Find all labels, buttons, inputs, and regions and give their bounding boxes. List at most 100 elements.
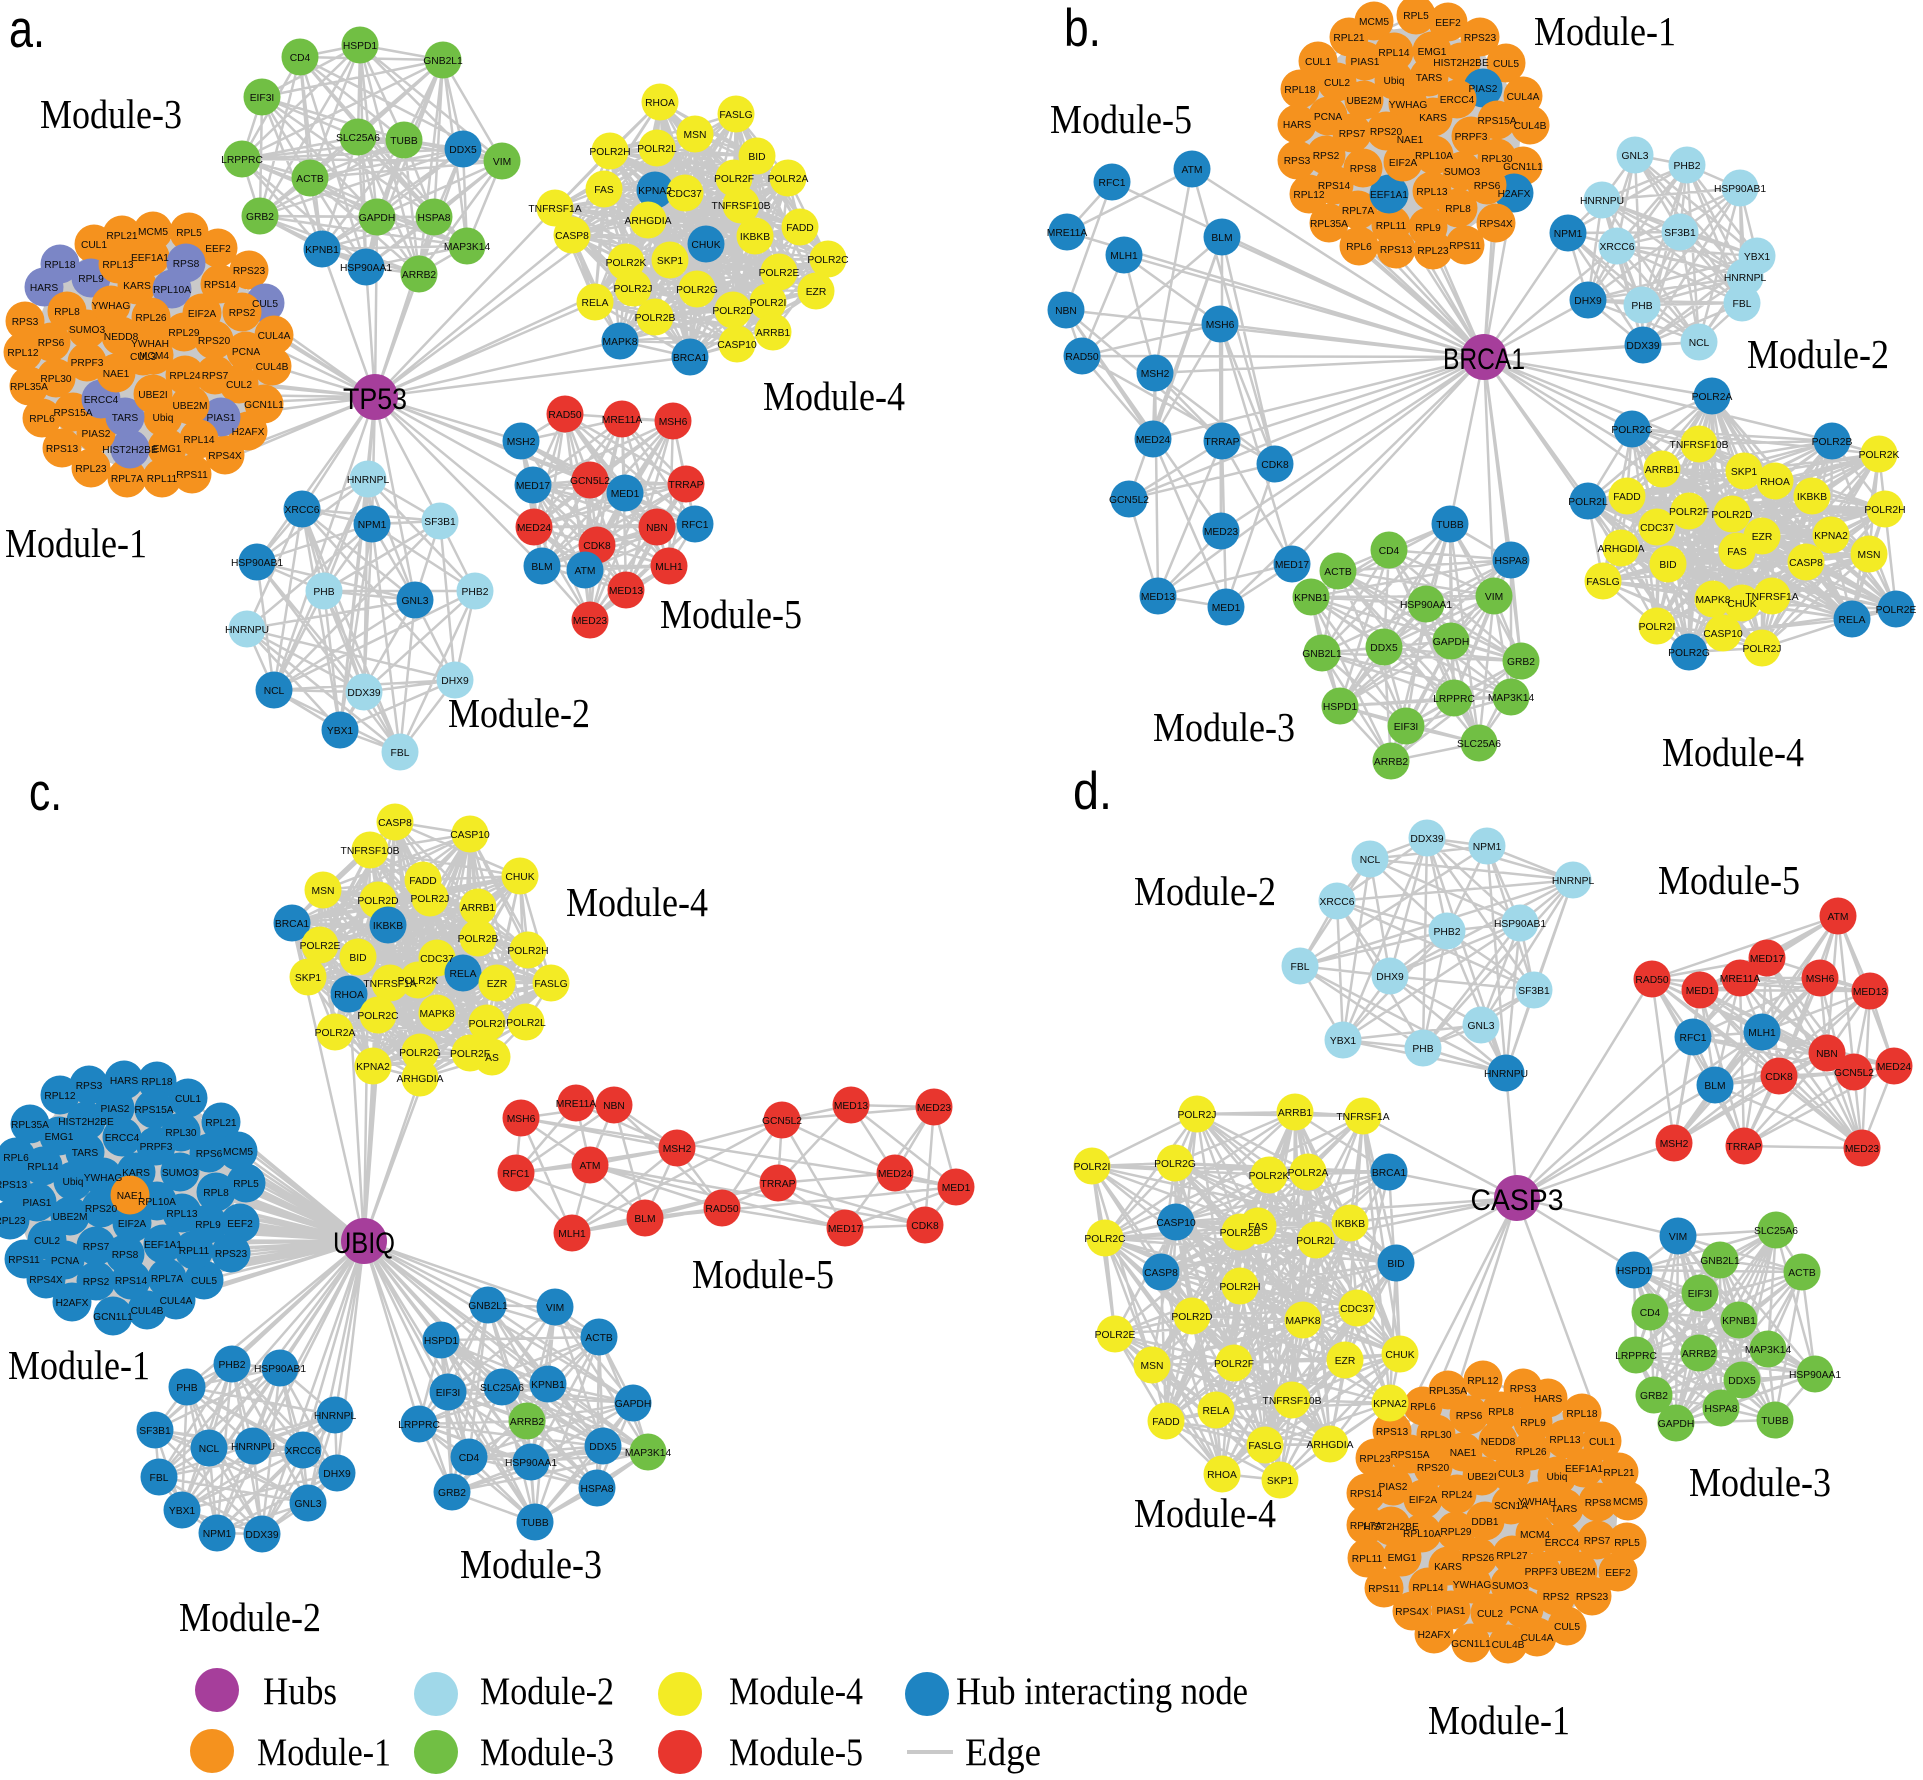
svg-text:MCM5: MCM5 xyxy=(138,227,168,238)
svg-text:HSP90AA1: HSP90AA1 xyxy=(340,263,392,274)
svg-text:RFC1: RFC1 xyxy=(1680,1033,1707,1044)
svg-text:RPL24: RPL24 xyxy=(169,371,200,382)
svg-text:RPS11: RPS11 xyxy=(176,470,208,481)
svg-text:PCNA: PCNA xyxy=(232,347,261,358)
svg-text:RPL11: RPL11 xyxy=(147,474,178,485)
svg-text:RPL35A: RPL35A xyxy=(10,382,48,393)
svg-text:POLR2D: POLR2D xyxy=(357,896,398,907)
svg-text:KPNB1: KPNB1 xyxy=(305,245,339,256)
svg-text:HARS: HARS xyxy=(1283,120,1312,131)
svg-text:CUL2: CUL2 xyxy=(1324,78,1350,89)
svg-text:MED17: MED17 xyxy=(1750,954,1785,965)
svg-text:CASP10: CASP10 xyxy=(1156,1218,1196,1229)
svg-text:Module-1: Module-1 xyxy=(1534,8,1676,54)
svg-text:MSN: MSN xyxy=(684,130,707,141)
svg-text:RPS20: RPS20 xyxy=(1417,1463,1450,1474)
svg-text:ARRB1: ARRB1 xyxy=(756,328,791,339)
svg-text:Module-3: Module-3 xyxy=(40,91,182,137)
svg-text:PIAS2: PIAS2 xyxy=(1469,84,1498,95)
svg-text:GCN5L2: GCN5L2 xyxy=(762,1116,802,1127)
svg-text:TARS: TARS xyxy=(112,413,139,424)
svg-text:POLR2C: POLR2C xyxy=(1611,425,1653,436)
svg-text:VIM: VIM xyxy=(1485,592,1503,603)
svg-text:MSH6: MSH6 xyxy=(659,417,688,428)
svg-text:POLR2H: POLR2H xyxy=(589,147,630,158)
svg-text:POLR2K: POLR2K xyxy=(1859,450,1900,461)
svg-text:MRE11A: MRE11A xyxy=(1720,974,1761,985)
svg-text:SKP1: SKP1 xyxy=(1267,1476,1294,1487)
svg-text:HARS: HARS xyxy=(30,283,59,294)
svg-text:KPNA2: KPNA2 xyxy=(1814,531,1848,542)
svg-text:SLC25A6: SLC25A6 xyxy=(1754,1226,1798,1237)
svg-text:RAD50: RAD50 xyxy=(1635,975,1668,986)
svg-text:YWHAH: YWHAH xyxy=(131,339,169,350)
svg-text:MSH2: MSH2 xyxy=(507,437,536,448)
svg-text:Ubiq: Ubiq xyxy=(1547,1472,1568,1483)
svg-text:Ubiq: Ubiq xyxy=(1384,76,1405,87)
svg-text:CASP8: CASP8 xyxy=(378,818,412,829)
svg-text:RPS15A: RPS15A xyxy=(1477,116,1516,127)
svg-text:MED24: MED24 xyxy=(1877,1062,1912,1073)
svg-text:GAPDH: GAPDH xyxy=(359,213,396,224)
svg-text:KARS: KARS xyxy=(122,1168,150,1179)
svg-text:FBL: FBL xyxy=(1291,962,1310,973)
svg-text:NPM1: NPM1 xyxy=(358,520,387,531)
svg-text:b.: b. xyxy=(1064,0,1101,58)
svg-text:POLR2A: POLR2A xyxy=(315,1028,356,1039)
svg-text:RPS2: RPS2 xyxy=(1543,1592,1570,1603)
svg-text:RPS14: RPS14 xyxy=(204,280,237,291)
svg-text:EIF2A: EIF2A xyxy=(118,1219,147,1230)
svg-text:CUL1: CUL1 xyxy=(81,240,107,251)
svg-text:TUBB: TUBB xyxy=(1436,520,1464,531)
svg-text:RPS14: RPS14 xyxy=(1350,1489,1383,1500)
svg-text:CUL4A: CUL4A xyxy=(1521,1633,1554,1644)
svg-text:PHB2: PHB2 xyxy=(1674,161,1701,172)
svg-text:PHB: PHB xyxy=(176,1383,197,1394)
svg-text:CDK8: CDK8 xyxy=(583,541,611,552)
svg-text:RPL21: RPL21 xyxy=(1333,33,1364,44)
svg-text:CUL4B: CUL4B xyxy=(1492,1640,1525,1651)
svg-text:CDC37: CDC37 xyxy=(420,954,454,965)
svg-text:TNFRSF10B: TNFRSF10B xyxy=(712,201,771,212)
svg-text:POLR2J: POLR2J xyxy=(614,284,653,295)
svg-text:HIST2H2BE: HIST2H2BE xyxy=(58,1117,114,1128)
svg-text:CD4: CD4 xyxy=(1640,1308,1661,1319)
svg-text:RELA: RELA xyxy=(582,298,609,309)
svg-text:NAE1: NAE1 xyxy=(103,369,130,380)
svg-text:PCNA: PCNA xyxy=(1314,112,1343,123)
svg-text:MAP3K14: MAP3K14 xyxy=(1488,693,1535,704)
svg-text:FASLG: FASLG xyxy=(534,979,567,990)
svg-text:POLR2F: POLR2F xyxy=(450,1049,490,1060)
svg-text:MAPK8: MAPK8 xyxy=(603,337,638,348)
svg-text:KPNA2: KPNA2 xyxy=(356,1062,390,1073)
svg-text:CDK8: CDK8 xyxy=(1765,1072,1793,1083)
svg-text:RPL6: RPL6 xyxy=(1346,242,1372,253)
svg-text:HNRNPU: HNRNPU xyxy=(1580,196,1624,207)
svg-text:RPL12: RPL12 xyxy=(1293,190,1324,201)
svg-text:Module-1: Module-1 xyxy=(8,1342,150,1388)
svg-text:RPL8: RPL8 xyxy=(54,307,80,318)
svg-text:POLR2A: POLR2A xyxy=(1692,392,1733,403)
svg-text:POLR2A: POLR2A xyxy=(1288,1168,1329,1179)
svg-text:RPL18: RPL18 xyxy=(1284,85,1315,96)
svg-text:DHX9: DHX9 xyxy=(1376,972,1404,983)
svg-text:RFC1: RFC1 xyxy=(503,1169,530,1180)
svg-text:YWHAH: YWHAH xyxy=(1518,1497,1556,1508)
svg-text:BID: BID xyxy=(349,953,366,964)
svg-text:DDX39: DDX39 xyxy=(347,688,380,699)
svg-text:FASLG: FASLG xyxy=(719,110,752,121)
svg-text:NPM1: NPM1 xyxy=(1473,842,1502,853)
svg-text:NBN: NBN xyxy=(603,1101,625,1112)
svg-text:SKP1: SKP1 xyxy=(295,973,322,984)
svg-text:HSPA8: HSPA8 xyxy=(1704,1404,1737,1415)
svg-text:PCNA: PCNA xyxy=(51,1256,80,1267)
svg-text:ERCC4: ERCC4 xyxy=(1440,95,1475,106)
svg-text:PRPF3: PRPF3 xyxy=(1525,1567,1558,1578)
svg-text:RPL21: RPL21 xyxy=(205,1118,236,1129)
svg-text:KPNB1: KPNB1 xyxy=(1294,593,1328,604)
svg-text:SLC25A6: SLC25A6 xyxy=(336,133,380,144)
svg-text:RPS23: RPS23 xyxy=(1576,1592,1609,1603)
svg-text:HNRNPU: HNRNPU xyxy=(1484,1069,1528,1080)
svg-text:CASP3: CASP3 xyxy=(1471,1184,1564,1217)
svg-text:RPS6: RPS6 xyxy=(1474,181,1501,192)
